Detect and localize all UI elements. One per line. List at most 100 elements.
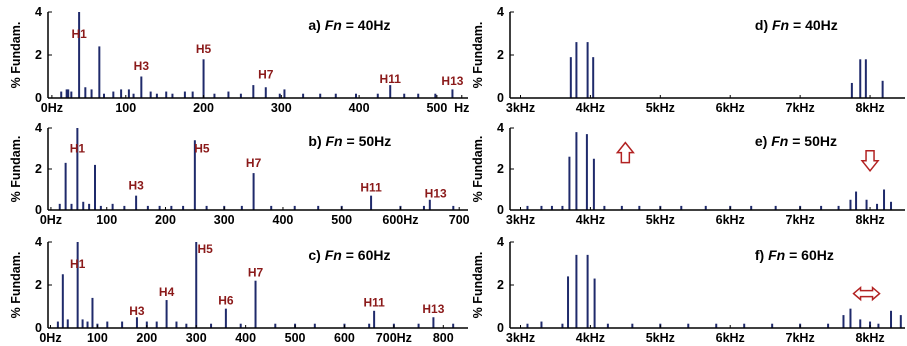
harmonic-label: H7 (248, 265, 264, 279)
x-tick-label: 300 (214, 213, 235, 227)
y-tick-label: 4 (35, 5, 42, 19)
x-tick-label: 0Hz (40, 213, 62, 227)
x-tick-label: 200 (193, 101, 214, 115)
x-tick-label: 7kHz (786, 213, 815, 227)
harmonic-label: H13 (422, 302, 444, 316)
x-tick-label: 100 (115, 101, 136, 115)
y-axis-label: % Fundam. (471, 22, 485, 89)
x-tick-label: 6kHz (716, 101, 745, 115)
panel-d: 0 2 4 % Fundam. 3kHz 4kHz 5kHz 6kHz 7kHz 8kHz d) F… (471, 5, 905, 115)
harmonic-label: H1 (70, 257, 86, 271)
panel-f: 0 2 4 % Fundam. 3kHz 4kHz 5kHz 6kHz 7kHz 8kHz f) F… (471, 235, 905, 345)
x-tick-label: 7kHz (786, 331, 815, 345)
x-tick-label: 400 (349, 101, 370, 115)
x-tick-label: 4kHz (576, 331, 605, 345)
x-tick-label: 500 (426, 101, 447, 115)
x-tick-label: 6kHz (716, 331, 745, 345)
y-tick-label: 2 (497, 278, 504, 292)
x-tick-label: 8kHz (855, 101, 884, 115)
x-tick-label: 800 (433, 331, 454, 345)
y-tick-label: 4 (497, 235, 504, 249)
panel-title: e) Fn = 50Hz (755, 133, 837, 149)
harmonic-label: H6 (218, 293, 234, 307)
panel-c: 0 2 4 % Fundam. 0Hz 100 200 300 400 500 600 700Hz 80… (9, 235, 468, 345)
x-tick-label: 500 (331, 213, 352, 227)
panel-title: c) Fn = 60Hz (308, 247, 390, 263)
panel-b: 0 2 4 % Fundam. 0Hz 100 200 300 400 500 600Hz 700 b)… (9, 121, 470, 227)
x-tick-label: 3kHz (506, 331, 535, 345)
x-tick-label: 3kHz (506, 213, 535, 227)
harmonic-label: H11 (363, 296, 385, 310)
harmonic-label: H3 (134, 59, 150, 73)
panel-title: d) Fn = 40Hz (755, 17, 838, 33)
x-tick-label: Hz (454, 101, 469, 115)
x-tick-label: 8kHz (855, 213, 884, 227)
harmonic-label: H3 (129, 304, 145, 318)
x-tick-label: 300 (271, 101, 292, 115)
x-tick-label: 300 (186, 331, 207, 345)
harmonic-label: H5 (194, 142, 210, 156)
y-tick-label: 4 (35, 235, 42, 249)
panel-title: b) Fn = 50Hz (308, 133, 391, 149)
x-tick-label: 4kHz (576, 101, 605, 115)
arrow-up-icon (615, 141, 635, 164)
y-tick-label: 0 (497, 321, 504, 335)
x-tick-label: 3kHz (506, 101, 535, 115)
harmonic-label: H7 (246, 156, 262, 170)
x-tick-label: 6kHz (716, 213, 745, 227)
y-tick-label: 2 (35, 162, 42, 176)
x-tick-label: 100 (96, 213, 117, 227)
harmonic-label: H4 (159, 285, 175, 299)
y-axis-label: % Fundam. (9, 252, 23, 319)
y-tick-label: 4 (497, 5, 504, 19)
x-tick-label: 5kHz (646, 331, 675, 345)
arrow-left-right-icon (852, 285, 881, 302)
arrow-down-icon (860, 150, 880, 173)
harmonic-label: H13 (441, 74, 463, 88)
y-tick-label: 0 (35, 321, 42, 335)
y-axis-label: % Fundam. (471, 136, 485, 203)
x-tick-label: 600 (334, 331, 355, 345)
y-tick-label: 2 (497, 162, 504, 176)
y-axis-label: % Fundam. (471, 252, 485, 319)
harmonic-label: H7 (258, 68, 274, 82)
harmonic-label: H3 (128, 179, 144, 193)
harmonic-label: H1 (71, 27, 87, 41)
y-tick-label: 2 (35, 278, 42, 292)
y-axis-label: % Fundam. (9, 22, 23, 89)
harmonic-label: H11 (360, 181, 382, 195)
y-tick-label: 4 (35, 121, 42, 135)
y-tick-label: 0 (35, 91, 42, 105)
x-tick-label: 400 (235, 331, 256, 345)
y-axis-label: % Fundam. (9, 136, 23, 203)
x-tick-label: 7kHz (786, 101, 815, 115)
y-tick-label: 2 (497, 48, 504, 62)
y-tick-label: 0 (497, 203, 504, 217)
panel-a: 0 2 4 % Fundam. 0Hz 100 200 300 400 500 Hz a) Fn = … (9, 5, 469, 115)
x-tick-label: 4kHz (576, 213, 605, 227)
x-tick-label: 600Hz (382, 213, 418, 227)
harmonic-label: H1 (70, 142, 86, 156)
x-tick-label: 5kHz (646, 213, 675, 227)
panel-e: 0 2 4 % Fundam. 3kHz 4kHz 5kHz 6kHz 7kHz 8kHz e) F… (471, 121, 905, 227)
x-tick-label: 400 (273, 213, 294, 227)
panel-title: a) Fn = 40Hz (308, 17, 390, 33)
x-tick-label: 100 (87, 331, 108, 345)
x-tick-label: 700 (449, 213, 470, 227)
harmonic-label: H5 (196, 42, 212, 56)
y-tick-label: 4 (497, 121, 504, 135)
x-tick-label: 200 (155, 213, 176, 227)
x-tick-label: 700Hz (376, 331, 412, 345)
x-tick-label: 5kHz (646, 101, 675, 115)
x-tick-label: 500 (285, 331, 306, 345)
harmonic-label: H5 (197, 242, 213, 256)
x-tick-label: 8kHz (855, 331, 884, 345)
harmonic-label: H13 (425, 187, 447, 201)
panel-title: f) Fn = 60Hz (755, 247, 834, 263)
x-tick-label: 0Hz (39, 331, 61, 345)
y-tick-label: 2 (35, 48, 42, 62)
x-tick-label: 0Hz (41, 101, 63, 115)
x-tick-label: 200 (136, 331, 157, 345)
harmonic-label: H11 (380, 72, 402, 86)
